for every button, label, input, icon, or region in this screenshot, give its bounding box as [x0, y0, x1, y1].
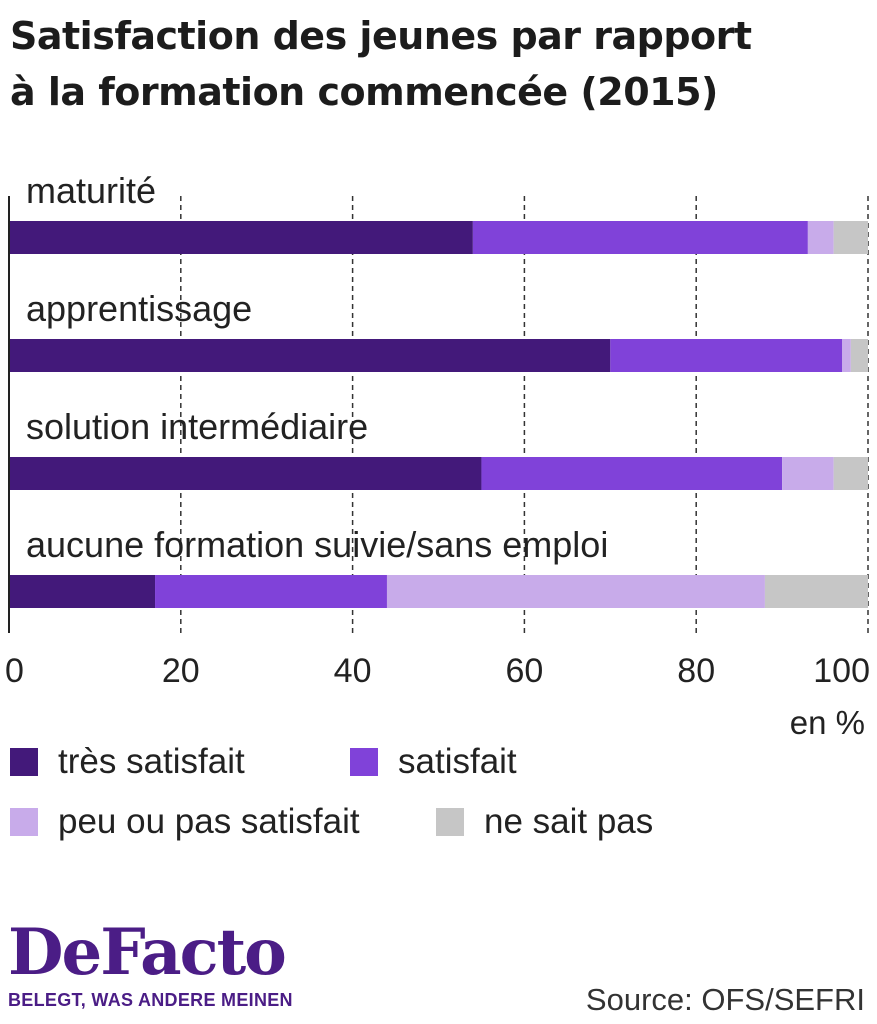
legend-item-1: satisfait — [350, 742, 517, 782]
legend-swatch-3 — [436, 808, 464, 836]
bar-segment-3-0 — [9, 575, 156, 608]
x-tick-label-60: 60 — [505, 652, 543, 690]
x-tick-label-20: 20 — [162, 652, 200, 690]
bar-segment-1-0 — [9, 339, 611, 372]
bar-segment-0-0 — [9, 221, 473, 254]
legend-swatch-1 — [350, 748, 378, 776]
legend-label-3: ne sait pas — [484, 802, 654, 841]
bar-segment-2-2 — [782, 457, 834, 490]
bar-segment-3-2 — [386, 575, 765, 608]
logo-tagline: BELEGT, WAS ANDERE MEINEN — [8, 990, 293, 1010]
stacked-bar-chart: maturité apprentissage solution intermédia… — [5, 170, 870, 690]
legend-swatch-2 — [10, 808, 38, 836]
bar-segment-2-3 — [833, 457, 868, 490]
title-line-1: Satisfaction des jeunes par rapport — [10, 14, 752, 58]
title-line-2: à la formation commencée (2015) — [10, 70, 718, 114]
category-label-3: aucune formation suivie/sans emploi — [26, 524, 608, 565]
bar-segment-0-3 — [833, 221, 868, 254]
legend-item-3: ne sait pas — [436, 802, 653, 842]
category-label-0: maturité — [26, 170, 156, 211]
legend-label-2: peu ou pas satisfait — [58, 802, 360, 841]
legend-label-1: satisfait — [398, 742, 517, 781]
x-tick-label-40: 40 — [334, 652, 372, 690]
chart-title: Satisfaction des jeunes par rapport à la… — [10, 8, 860, 120]
grid-lines — [180, 196, 869, 633]
x-tick-labels: 0 20 40 60 80 100 — [5, 652, 870, 690]
bar-segment-3-1 — [155, 575, 387, 608]
x-tick-label-80: 80 — [677, 652, 715, 690]
category-label-2: solution intermédiaire — [26, 406, 368, 447]
legend-label-0: très satisfait — [58, 742, 245, 781]
legend-item-0: très satisfait — [10, 742, 245, 782]
x-tick-label-0: 0 — [5, 652, 24, 690]
bar-segment-3-3 — [764, 575, 868, 608]
bar-segment-1-2 — [842, 339, 851, 372]
x-tick-label-100: 100 — [813, 652, 870, 690]
logo-wordmark: DeFacto — [8, 915, 287, 990]
bar-segment-0-2 — [807, 221, 834, 254]
bar-segment-2-0 — [9, 457, 482, 490]
defacto-logo: DeFacto BELEGT, WAS ANDERE MEINEN — [8, 918, 293, 1011]
bar-segment-0-1 — [472, 221, 808, 254]
bar-segment-1-1 — [610, 339, 843, 372]
bar-segment-2-1 — [481, 457, 783, 490]
legend-item-2: peu ou pas satisfait — [10, 802, 360, 842]
category-label-1: apprentissage — [26, 288, 252, 329]
x-axis-unit-label: en % — [789, 704, 865, 741]
bar-segment-1-3 — [850, 339, 868, 372]
legend-swatch-0 — [10, 748, 38, 776]
bars — [9, 221, 868, 608]
source-note: Source: OFS/SEFRI — [585, 982, 865, 1017]
category-labels: maturité apprentissage solution intermédia… — [26, 170, 608, 565]
